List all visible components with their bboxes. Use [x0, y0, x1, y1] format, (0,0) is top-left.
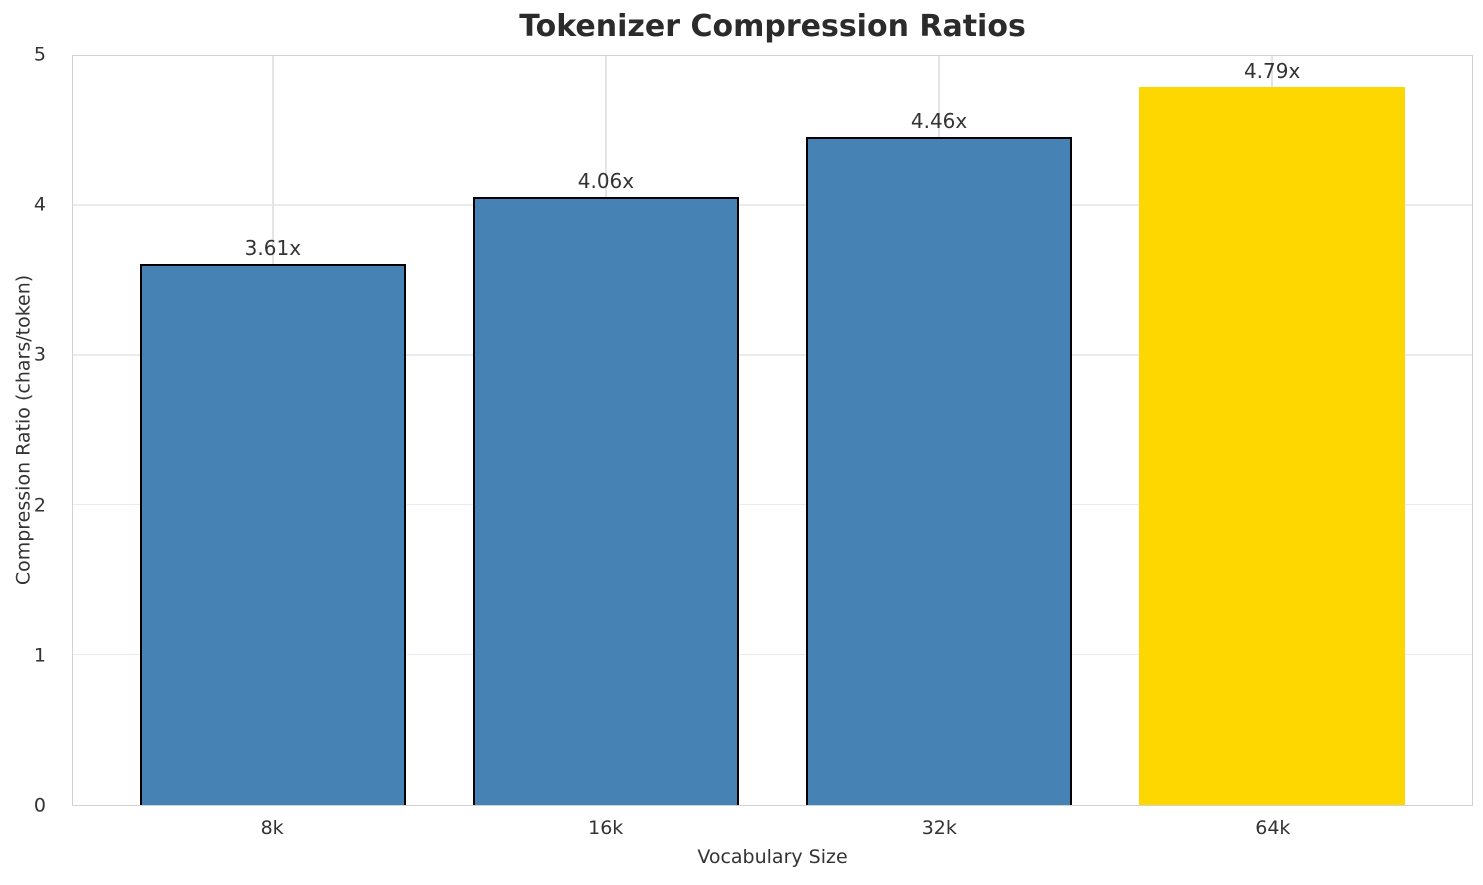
y-tick-label: 0	[33, 794, 46, 817]
plot-area: 3.61x 4.06x 4.46x 4.79x	[72, 55, 1473, 806]
y-tick-label: 4	[33, 193, 46, 216]
x-tick-label: 32k	[921, 817, 957, 839]
x-tick-label: 64k	[1255, 817, 1291, 839]
bar-value-label: 3.61x	[244, 236, 302, 261]
horizontal-gridline	[73, 503, 1472, 506]
y-tick-label: 3	[33, 343, 46, 366]
y-tick-label: 1	[33, 644, 46, 667]
x-tick-label: 16k	[588, 817, 624, 839]
chart-title: Tokenizer Compression Ratios	[519, 9, 1026, 44]
x-tick-labels: 8k 16k 32k 64k	[72, 819, 1473, 843]
bar-8k	[139, 264, 407, 805]
x-axis-label: Vocabulary Size	[697, 846, 848, 868]
y-tick-label: 5	[33, 43, 46, 66]
x-tick-label: 8k	[260, 817, 284, 839]
horizontal-gridline	[73, 354, 1472, 356]
bar-value-label: 4.06x	[577, 168, 635, 193]
bar-64k	[1138, 87, 1406, 805]
bar-value-label: 4.46x	[910, 108, 968, 133]
bar-32k	[805, 136, 1073, 805]
horizontal-gridline	[73, 204, 1472, 206]
bar-16k	[472, 196, 740, 805]
y-tick-label: 2	[33, 494, 46, 517]
bar-value-label: 4.79x	[1243, 59, 1301, 84]
horizontal-gridline	[73, 653, 1472, 656]
y-tick-labels: 0 1 2 3 4 5	[0, 45, 62, 815]
